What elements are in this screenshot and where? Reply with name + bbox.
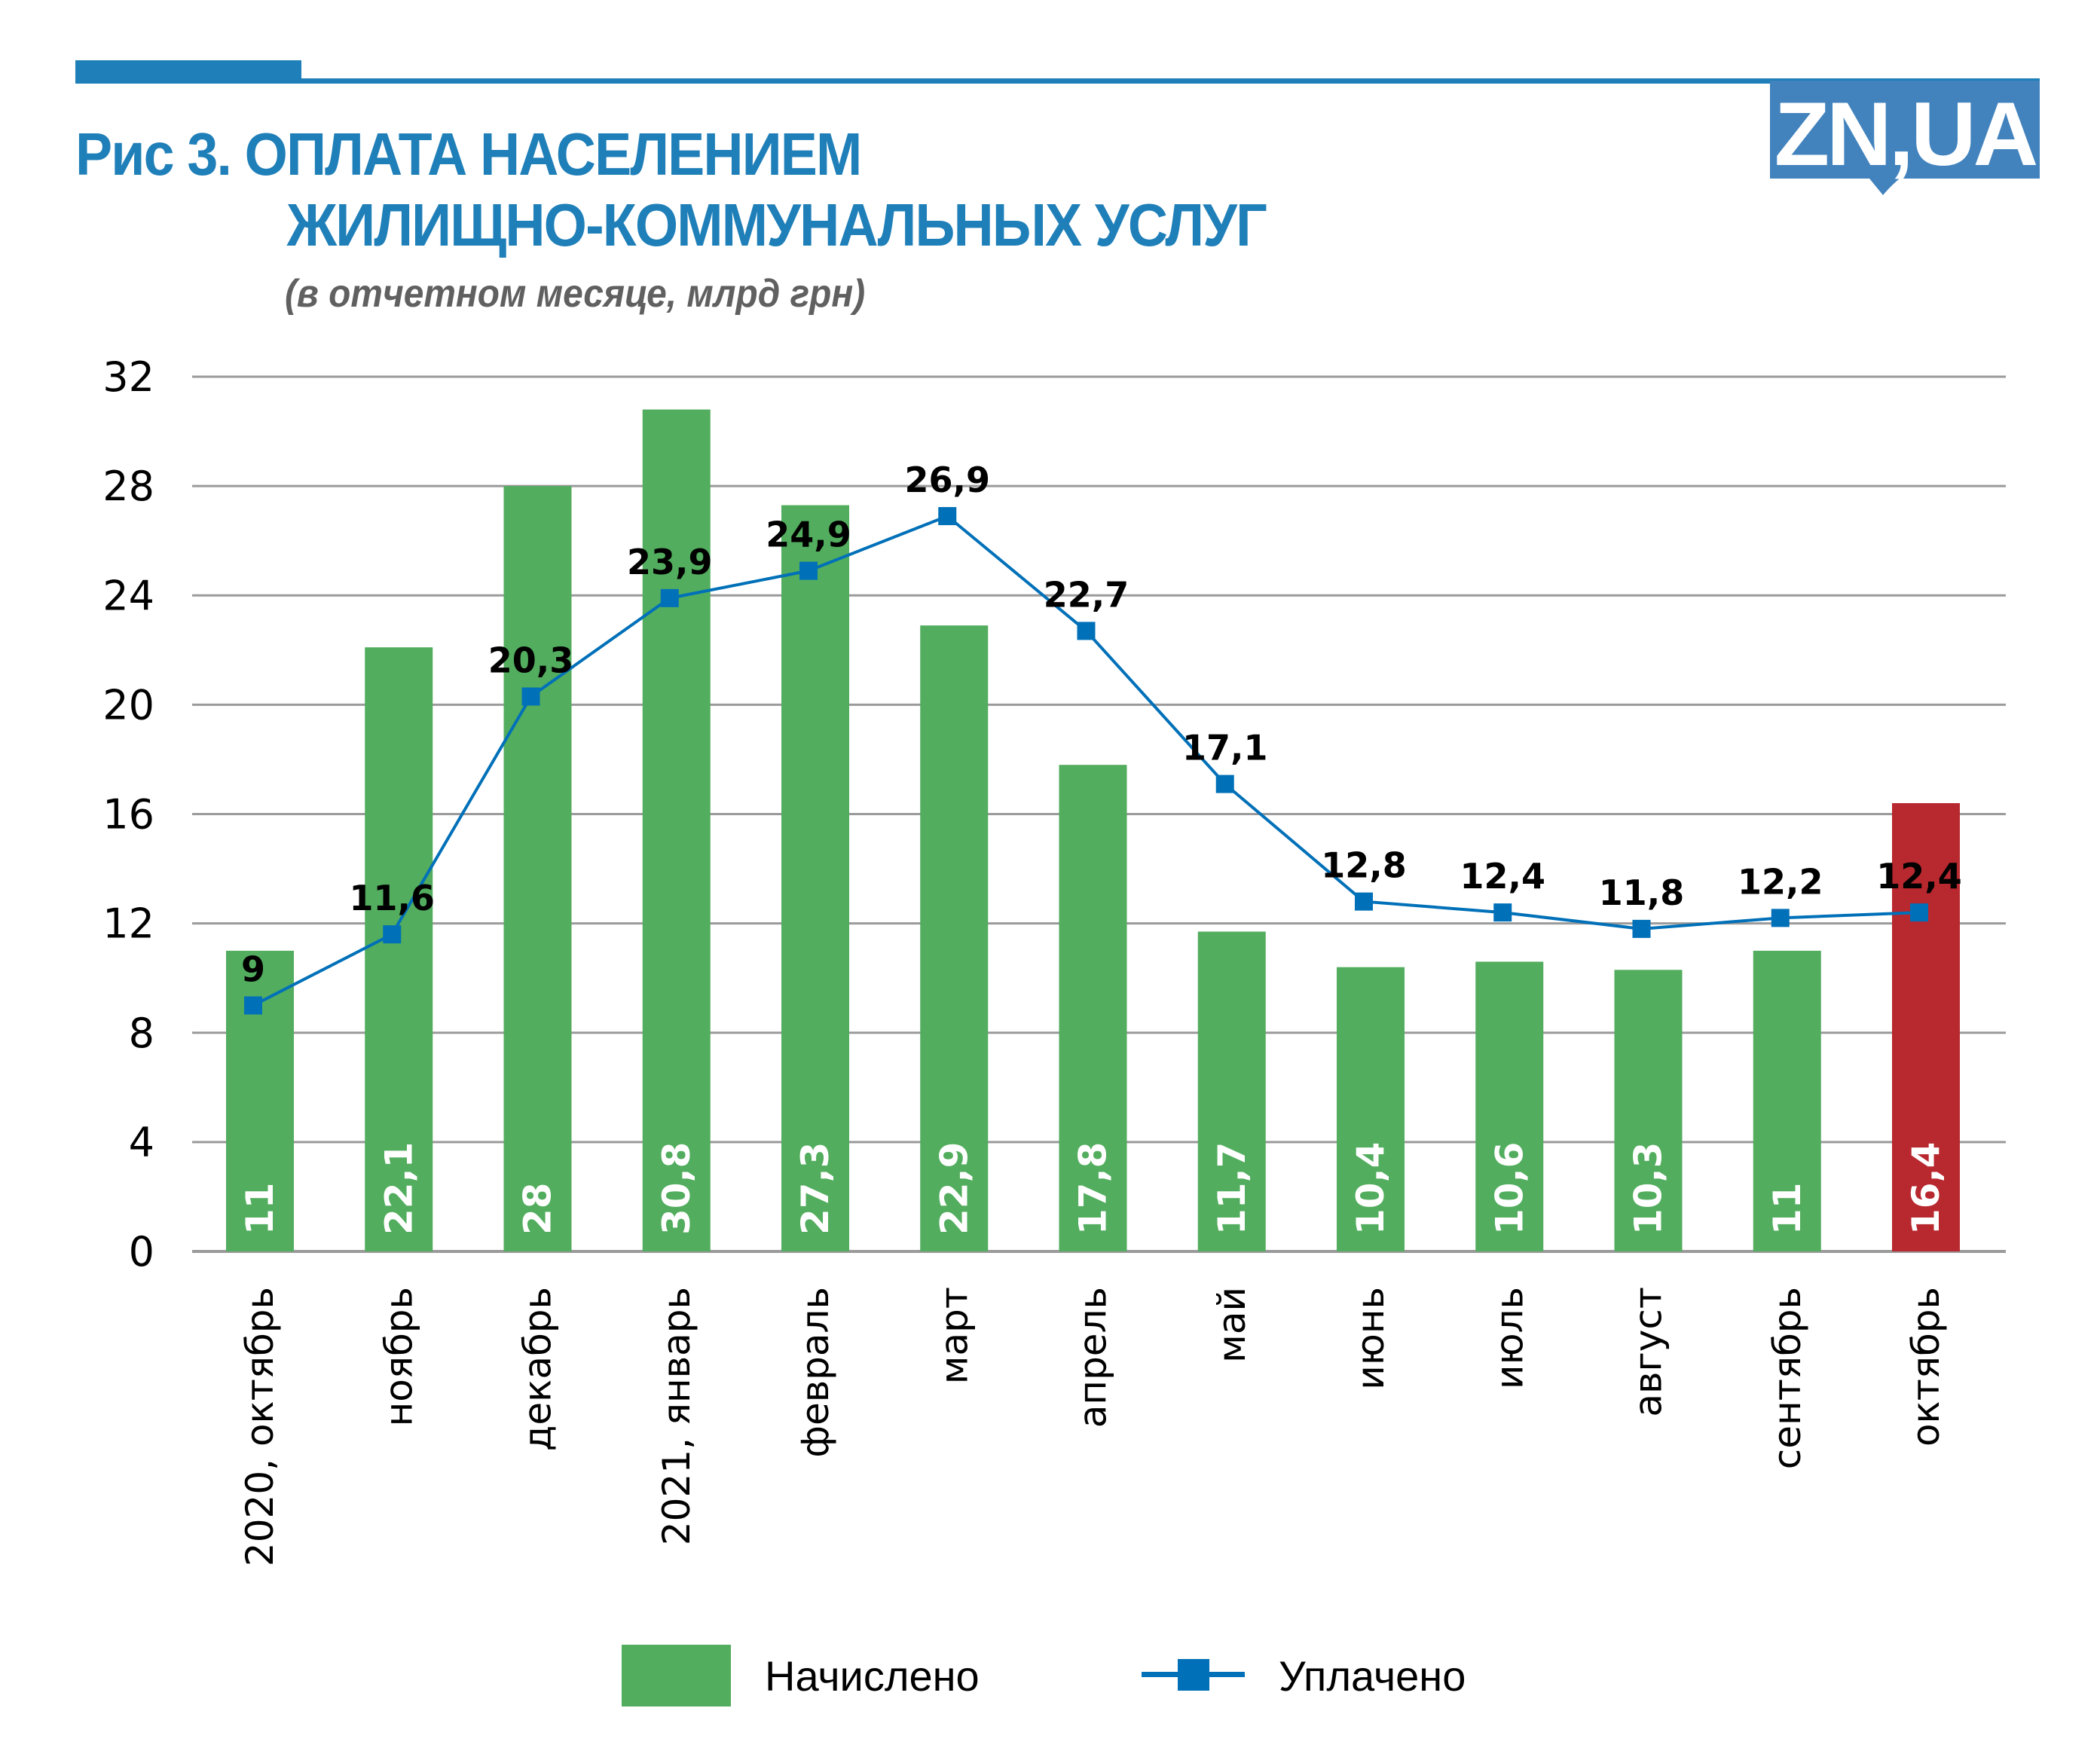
logo-text: ZN,UA: [1774, 84, 2037, 185]
y-tick-label: 8: [129, 1010, 154, 1057]
x-tick-label: февраль: [793, 1287, 837, 1458]
line-marker: [521, 687, 540, 706]
line-marker: [1910, 903, 1928, 922]
legend: Начислено Уплачено: [0, 1635, 2100, 1718]
line-value-label: 22,7: [1044, 574, 1129, 615]
y-axis-ticks: 0 4 8 12 16 20 24 28 32: [102, 353, 154, 1276]
line-marker: [938, 507, 957, 526]
line-value-label: 12,8: [1321, 845, 1407, 886]
bar: [642, 409, 711, 1251]
y-tick-label: 24: [102, 572, 154, 619]
bar-data-labels: 11 22,1 28 30,8 27,3 22,9 17,8 11,7 10,4 10,6 10,3…: [238, 1142, 1948, 1235]
line-value-label: 11,6: [350, 878, 436, 918]
bar-value-label: 22,9: [932, 1142, 976, 1235]
bar: [781, 505, 849, 1251]
bar: [1337, 967, 1405, 1251]
bar-value-label: 10,4: [1349, 1142, 1392, 1235]
x-tick-label: декабрь: [516, 1287, 560, 1451]
line-value-label: 12,4: [1460, 856, 1546, 897]
x-axis-labels: 2020, октябрь ноябрь декабрь 2021, январь фе…: [238, 1287, 1948, 1566]
zn-ua-logo: ZN,UA: [1770, 81, 2040, 195]
bar-value-label: 11,7: [1210, 1142, 1254, 1235]
x-tick-label: 2020, октябрь: [238, 1287, 282, 1566]
line-marker: [1215, 775, 1234, 793]
x-tick-label: сентябрь: [1765, 1287, 1809, 1469]
line-data-labels: 9 11,6 20,3 23,9 24,9 26,9 22,7 17,1 12,8 12,4 11,…: [241, 460, 1962, 989]
x-tick-label: май: [1210, 1287, 1254, 1363]
line-marker: [1355, 892, 1373, 911]
line-marker: [1771, 909, 1790, 927]
bar: [1197, 931, 1266, 1251]
x-tick-label: октябрь: [1904, 1287, 1948, 1447]
line-value-label: 26,9: [905, 460, 991, 500]
y-tick-label: 0: [129, 1228, 154, 1276]
line-marker: [1632, 919, 1651, 938]
y-tick-label: 4: [129, 1119, 154, 1166]
bar: [1614, 970, 1683, 1251]
bar-value-label: 30,8: [655, 1142, 698, 1235]
page-title: Рис 3. ОПЛАТА НАСЕЛЕНИЕМ ЖИЛИЩНО-КОММУНА…: [75, 119, 1267, 261]
logo-speech-bubble: [1770, 81, 2040, 195]
y-tick-label: 32: [102, 353, 154, 401]
y-tick-label: 12: [102, 900, 154, 948]
y-tick-label: 20: [102, 681, 154, 729]
bar: [1892, 802, 1960, 1251]
line-value-label: 17,1: [1182, 728, 1268, 768]
chart: 0 4 8 12 16 20 24 28 32 11 22,1 28 30,8 27,3 22,9 17,8…: [102, 353, 2006, 1566]
bar-value-label: 22,1: [377, 1142, 420, 1235]
line-value-label: 24,9: [766, 515, 851, 555]
bars-accrued: [226, 409, 1960, 1251]
legend-marker-paid: [1178, 1659, 1209, 1691]
bar: [920, 625, 989, 1251]
line-value-label: 9: [241, 949, 265, 989]
line-marker: [1493, 903, 1512, 922]
title-line-2: ЖИЛИЩНО-КОММУНАЛЬНЫХ УСЛУГ: [286, 191, 1267, 258]
bar-value-label: 10,6: [1487, 1142, 1531, 1235]
bar-value-label: 11: [238, 1182, 282, 1235]
bar-value-label: 17,8: [1071, 1142, 1115, 1235]
x-tick-label: март: [932, 1287, 976, 1384]
line-value-label: 23,9: [627, 542, 713, 582]
bar: [365, 647, 433, 1251]
y-tick-label: 28: [102, 463, 154, 510]
x-tick-label: август: [1627, 1287, 1671, 1417]
x-tick-label: 2021, январь: [655, 1287, 698, 1545]
legend-swatch-accrued: [622, 1645, 731, 1706]
legend-label-paid: Уплачено: [1279, 1652, 1466, 1700]
bar: [1475, 961, 1544, 1251]
bar: [1059, 765, 1127, 1251]
header-rule: [75, 78, 2040, 84]
line-marker: [660, 588, 679, 607]
bar-value-label: 11: [1765, 1182, 1809, 1235]
line-value-label: 20,3: [488, 640, 574, 680]
x-tick-label: апрель: [1071, 1287, 1115, 1428]
bar-value-label: 27,3: [793, 1142, 837, 1235]
line-marker: [799, 561, 818, 580]
bar-value-label: 16,4: [1904, 1142, 1948, 1235]
line-value-label: 12,2: [1738, 861, 1823, 902]
bar-value-label: 10,3: [1627, 1142, 1671, 1235]
bar-value-label: 28: [516, 1182, 560, 1235]
legend-label-accrued: Начислено: [765, 1652, 980, 1700]
line-value-label: 11,8: [1599, 872, 1685, 913]
y-tick-label: 16: [102, 791, 154, 839]
title-line-1: Рис 3. ОПЛАТА НАСЕЛЕНИЕМ: [75, 121, 862, 188]
x-tick-label: ноябрь: [377, 1287, 420, 1426]
bar: [1753, 950, 1821, 1251]
x-tick-label: июнь: [1349, 1287, 1392, 1390]
x-tick-label: июль: [1487, 1287, 1531, 1389]
line-marker: [1077, 622, 1096, 640]
line-value-label: 12,4: [1876, 856, 1962, 897]
line-paid: [244, 507, 1928, 1015]
line-marker: [244, 996, 262, 1015]
line-marker: [383, 925, 402, 944]
chart-subtitle: (в отчетном месяце, млрд грн): [285, 272, 866, 316]
bar: [503, 486, 572, 1251]
